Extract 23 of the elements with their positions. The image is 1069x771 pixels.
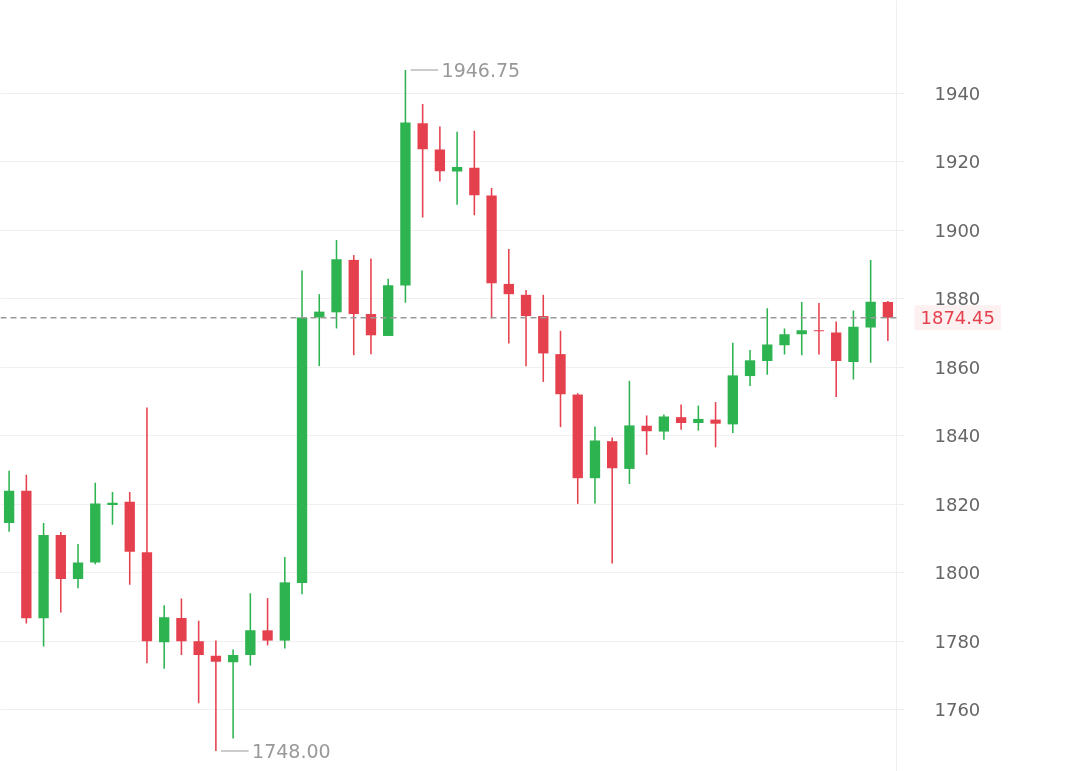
y-tick-label: 1900 — [934, 219, 981, 241]
y-tick-label: 1880 — [934, 288, 981, 310]
y-tick-label: 1860 — [934, 356, 981, 378]
candlestick — [227, 649, 239, 739]
y-tick-label: 1920 — [934, 151, 981, 173]
candlestick — [762, 308, 773, 375]
annotation: 1946.75 — [441, 58, 521, 81]
candlestick — [675, 404, 687, 430]
ref-line-label: 1874.45 — [920, 307, 995, 329]
candlestick — [365, 258, 377, 355]
candlestick — [210, 640, 222, 751]
y-tick-label: 1820 — [934, 493, 981, 515]
y-tick-label: 1800 — [934, 562, 981, 584]
candlestick — [520, 290, 532, 367]
candlestick — [813, 303, 825, 355]
candlestick — [796, 302, 807, 356]
y-tick-label: 1760 — [934, 699, 981, 721]
y-tick-label: 1840 — [934, 425, 981, 447]
candlestick — [503, 248, 514, 344]
annotation: 1748.00 — [252, 739, 331, 762]
y-tick-label: 1940 — [934, 82, 981, 104]
candlestick — [607, 437, 618, 564]
y-tick-label: 1780 — [934, 630, 981, 652]
